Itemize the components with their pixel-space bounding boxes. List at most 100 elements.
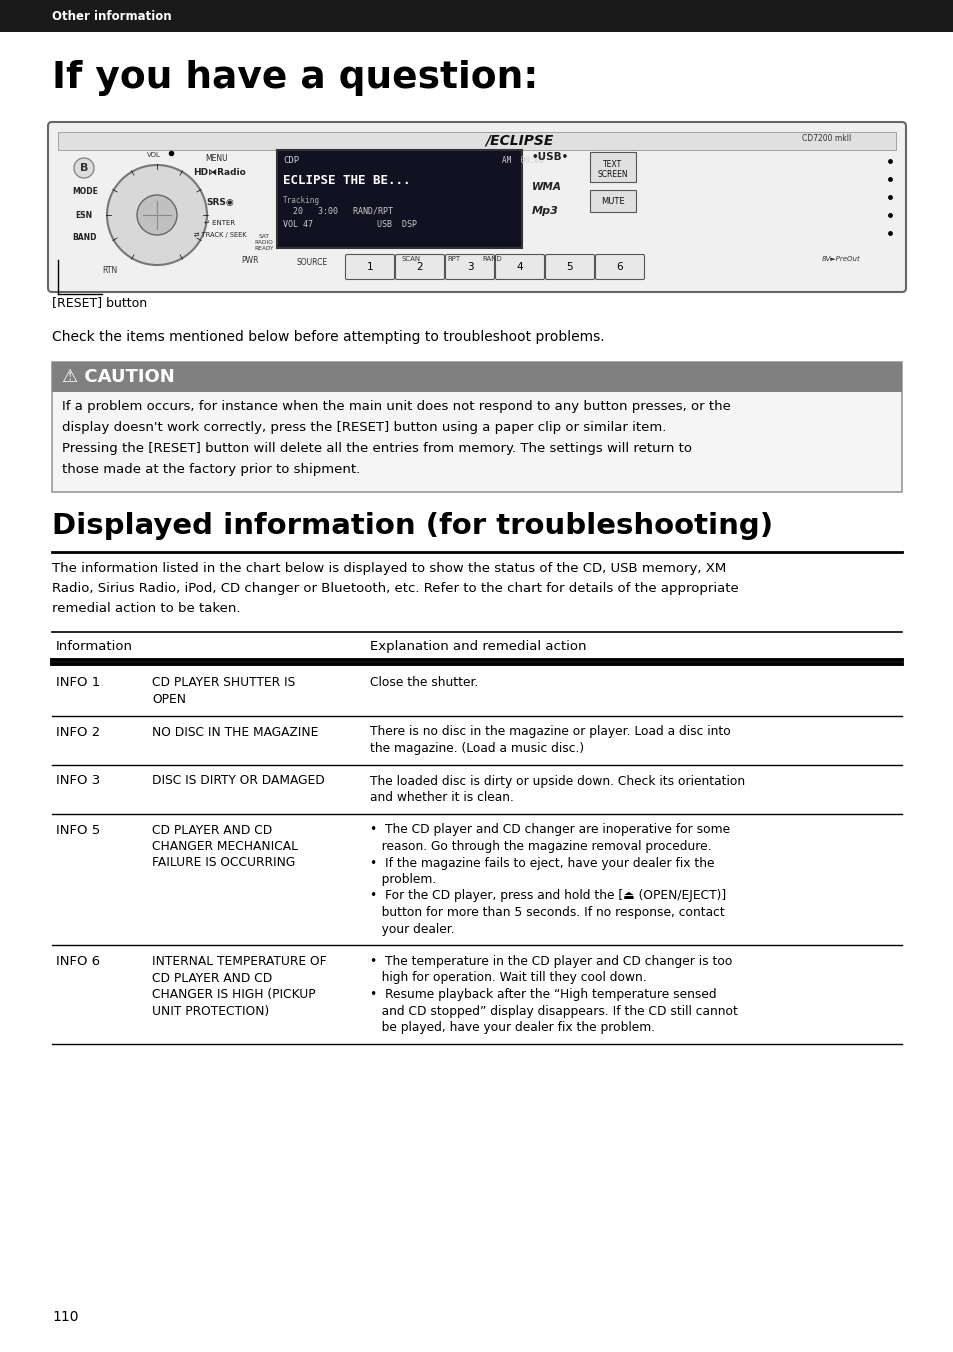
Text: CD PLAYER SHUTTER IS: CD PLAYER SHUTTER IS <box>152 676 294 690</box>
Text: •  If the magazine fails to eject, have your dealer fix the: • If the magazine fails to eject, have y… <box>370 857 714 869</box>
Text: high for operation. Wait till they cool down.: high for operation. Wait till they cool … <box>370 972 646 984</box>
Text: AM  00:00: AM 00:00 <box>501 155 543 165</box>
Text: Pressing the [RESET] button will delete all the entries from memory. The setting: Pressing the [RESET] button will delete … <box>62 442 691 456</box>
Text: INFO 3: INFO 3 <box>56 775 100 787</box>
Text: DISC IS DIRTY OR DAMAGED: DISC IS DIRTY OR DAMAGED <box>152 775 324 787</box>
Text: button for more than 5 seconds. If no response, contact: button for more than 5 seconds. If no re… <box>370 906 724 919</box>
Text: Displayed information (for troubleshooting): Displayed information (for troubleshooti… <box>52 512 772 539</box>
Bar <box>0 0 953 32</box>
FancyBboxPatch shape <box>395 254 444 280</box>
Text: and whether it is clean.: and whether it is clean. <box>370 791 514 804</box>
Text: Mp3: Mp3 <box>532 206 558 216</box>
Text: Radio, Sirius Radio, iPod, CD changer or Bluetooth, etc. Refer to the chart for : Radio, Sirius Radio, iPod, CD changer or… <box>52 581 738 595</box>
Text: [RESET] button: [RESET] button <box>52 296 147 310</box>
Circle shape <box>137 195 177 235</box>
Text: SCREEN: SCREEN <box>598 170 628 178</box>
Text: SOURCE: SOURCE <box>296 258 327 266</box>
FancyBboxPatch shape <box>345 254 395 280</box>
Text: ESN: ESN <box>75 211 92 220</box>
Text: CDP: CDP <box>283 155 299 165</box>
Text: 6: 6 <box>616 262 622 272</box>
Text: your dealer.: your dealer. <box>370 922 455 936</box>
Text: 1: 1 <box>366 262 373 272</box>
FancyBboxPatch shape <box>545 254 594 280</box>
Text: 4: 4 <box>517 262 523 272</box>
Text: FAILURE IS OCCURRING: FAILURE IS OCCURRING <box>152 857 294 869</box>
Text: 110: 110 <box>52 1310 78 1324</box>
Text: MODE: MODE <box>71 187 98 196</box>
Text: TEXT: TEXT <box>603 160 622 169</box>
Text: VOL 47: VOL 47 <box>283 220 313 228</box>
Text: INTERNAL TEMPERATURE OF: INTERNAL TEMPERATURE OF <box>152 955 326 968</box>
Text: 8V►PreOut: 8V►PreOut <box>821 256 860 262</box>
Text: ⚠ CAUTION: ⚠ CAUTION <box>62 368 174 387</box>
Text: RTN: RTN <box>102 266 117 274</box>
Text: CD PLAYER AND CD: CD PLAYER AND CD <box>152 823 272 837</box>
Text: remedial action to be taken.: remedial action to be taken. <box>52 602 240 615</box>
Text: problem.: problem. <box>370 873 436 886</box>
Text: PWR: PWR <box>241 256 258 265</box>
Text: CD PLAYER AND CD: CD PLAYER AND CD <box>152 972 272 984</box>
Text: SCAN: SCAN <box>401 256 420 262</box>
Text: RAND: RAND <box>481 256 501 262</box>
Text: •USB•: •USB• <box>532 151 569 162</box>
Bar <box>52 362 901 392</box>
Text: CHANGER MECHANICAL: CHANGER MECHANICAL <box>152 840 297 853</box>
Text: Explanation and remedial action: Explanation and remedial action <box>370 639 586 653</box>
Text: /ECLIPSE: /ECLIPSE <box>485 134 553 147</box>
Text: INFO 2: INFO 2 <box>56 726 100 738</box>
Circle shape <box>74 158 94 178</box>
Text: BAND: BAND <box>71 234 96 242</box>
Text: SAT
RADIO
READY: SAT RADIO READY <box>254 234 274 250</box>
Bar <box>52 362 901 492</box>
Text: ECLIPSE THE BE...: ECLIPSE THE BE... <box>283 174 410 187</box>
Text: SRS◉: SRS◉ <box>206 197 233 207</box>
Text: the magazine. (Load a music disc.): the magazine. (Load a music disc.) <box>370 742 583 754</box>
Text: HD⧒Radio: HD⧒Radio <box>193 168 246 177</box>
Text: and CD stopped” display disappears. If the CD still cannot: and CD stopped” display disappears. If t… <box>370 1005 737 1018</box>
Text: MENU: MENU <box>206 154 228 164</box>
Text: Information: Information <box>56 639 132 653</box>
Text: INFO 1: INFO 1 <box>56 676 100 690</box>
FancyBboxPatch shape <box>595 254 644 280</box>
Text: There is no disc in the magazine or player. Load a disc into: There is no disc in the magazine or play… <box>370 726 730 738</box>
Text: B: B <box>80 164 88 173</box>
Text: USB  DSP: USB DSP <box>376 220 416 228</box>
Text: 2: 2 <box>416 262 423 272</box>
Text: Other information: Other information <box>52 9 172 23</box>
FancyBboxPatch shape <box>445 254 494 280</box>
Bar <box>58 132 895 150</box>
Text: The information listed in the chart below is displayed to show the status of the: The information listed in the chart belo… <box>52 562 725 575</box>
Text: •  For the CD player, press and hold the [⏏ (OPEN/EJECT)]: • For the CD player, press and hold the … <box>370 890 725 903</box>
Text: Tracking: Tracking <box>283 196 319 206</box>
Text: RPT: RPT <box>447 256 459 262</box>
FancyBboxPatch shape <box>48 122 905 292</box>
Text: NO DISC IN THE MAGAZINE: NO DISC IN THE MAGAZINE <box>152 726 318 738</box>
Text: ⇄ TRACK / SEEK: ⇄ TRACK / SEEK <box>193 233 246 238</box>
Text: display doesn't work correctly, press the [RESET] button using a paper clip or s: display doesn't work correctly, press th… <box>62 420 666 434</box>
Text: •  The temperature in the CD player and CD changer is too: • The temperature in the CD player and C… <box>370 955 732 968</box>
Text: INFO 6: INFO 6 <box>56 955 100 968</box>
Text: 20   3:00   RAND/RPT: 20 3:00 RAND/RPT <box>283 206 393 215</box>
Text: The loaded disc is dirty or upside down. Check its orientation: The loaded disc is dirty or upside down.… <box>370 775 744 787</box>
Text: 3: 3 <box>466 262 473 272</box>
Text: VOL: VOL <box>147 151 161 158</box>
Text: 5: 5 <box>566 262 573 272</box>
Text: Check the items mentioned below before attempting to troubleshoot problems.: Check the items mentioned below before a… <box>52 330 604 343</box>
Text: If a problem occurs, for instance when the main unit does not respond to any but: If a problem occurs, for instance when t… <box>62 400 730 412</box>
Text: be played, have your dealer fix the problem.: be played, have your dealer fix the prob… <box>370 1021 655 1034</box>
Text: If you have a question:: If you have a question: <box>52 59 537 96</box>
Text: CD7200 mkII: CD7200 mkII <box>801 134 850 143</box>
Text: WMA: WMA <box>532 183 561 192</box>
Text: •  The CD player and CD changer are inoperative for some: • The CD player and CD changer are inope… <box>370 823 729 837</box>
FancyBboxPatch shape <box>495 254 544 280</box>
Text: CHANGER IS HIGH (PICKUP: CHANGER IS HIGH (PICKUP <box>152 988 315 1000</box>
Text: those made at the factory prior to shipment.: those made at the factory prior to shipm… <box>62 462 360 476</box>
Text: reason. Go through the magazine removal procedure.: reason. Go through the magazine removal … <box>370 840 711 853</box>
Text: UNIT PROTECTION): UNIT PROTECTION) <box>152 1005 269 1018</box>
Circle shape <box>107 165 207 265</box>
Bar <box>589 191 636 212</box>
Text: OPEN: OPEN <box>152 694 186 706</box>
Text: INFO 5: INFO 5 <box>56 823 100 837</box>
Text: •  Resume playback after the “High temperature sensed: • Resume playback after the “High temper… <box>370 988 716 1000</box>
